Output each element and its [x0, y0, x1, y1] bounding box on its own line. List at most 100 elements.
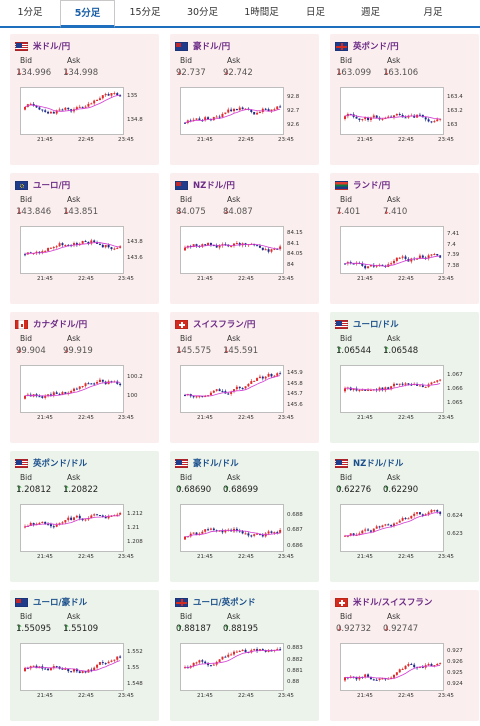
x-tick-label: 21:45 — [37, 137, 53, 143]
candle-body — [93, 100, 96, 104]
x-tick-label: 23:45 — [438, 554, 454, 560]
x-tick-label: 23:45 — [118, 693, 134, 699]
y-tick-label: 0.927 — [447, 648, 463, 655]
pair-name[interactable]: 豪ドル/ドル — [193, 459, 239, 469]
y-tick-label: 134.8 — [127, 117, 143, 123]
pair-name[interactable]: 米ドル/スイスフラン — [353, 598, 433, 608]
candle-body — [395, 257, 398, 261]
candlestick-chart[interactable]: 92.8 92.7 92.6 21:45 22:45 23:45 — [178, 85, 306, 151]
up-arrow-icon: ↑ — [336, 485, 344, 495]
moving-average-line — [184, 375, 281, 397]
pair-name[interactable]: ユーロ/英ポンド — [193, 598, 256, 608]
chart-plot-area — [20, 365, 124, 413]
pair-name[interactable]: ユーロ/ドル — [353, 320, 399, 330]
card-header: カナダドル/円 — [15, 318, 87, 330]
candle-body — [64, 668, 67, 670]
x-tick-label: 23:45 — [118, 276, 134, 282]
candlestick-chart[interactable]: 1.212 1.21 1.208 21:45 22:45 23:45 — [18, 502, 146, 568]
candle-body — [352, 388, 355, 391]
pair-name[interactable]: NZドル/ドル — [353, 459, 404, 469]
candlestick-chart[interactable]: 0.883 0.882 0.881 0.88 21:45 22:45 23:45 — [178, 641, 306, 707]
rate-card[interactable]: ランド/円 Bid Ask ↓ 7.401 ↓ 7.410 7.41 7.4 7.39 7.38 21… — [330, 173, 479, 304]
candle-body — [41, 251, 44, 253]
tab-6[interactable]: 週足 — [360, 7, 380, 18]
candlestick-chart[interactable]: 0.688 0.687 0.686 21:45 22:45 23:45 — [178, 502, 306, 568]
rate-card[interactable]: 英ポンド/ドル Bid Ask ↑ 1.20812 ↑ 1.20822 1.212 1.21 1.… — [10, 451, 159, 582]
candle-body — [110, 247, 113, 249]
candle-body — [404, 256, 407, 259]
chart-svg — [184, 241, 282, 254]
candle-body — [390, 116, 393, 118]
pair-name[interactable]: NZドル/円 — [193, 181, 235, 191]
candle-body — [98, 379, 101, 383]
candle-body — [184, 247, 186, 251]
candle-body — [279, 649, 282, 651]
candlestick-chart[interactable]: 7.41 7.4 7.39 7.38 21:45 22:45 23:45 — [338, 224, 466, 290]
candlestick-chart[interactable]: 1.552 1.55 1.548 21:45 22:45 23:45 — [18, 641, 146, 707]
bid-price: 0.68690 — [176, 485, 212, 495]
tab-3[interactable]: 30分足 — [186, 7, 219, 18]
tab-0[interactable]: 1分足 — [17, 7, 43, 18]
tab-7[interactable]: 月足 — [423, 7, 443, 18]
rate-card[interactable]: ユーロ/英ポンド Bid Ask ↑ 0.88187 ↑ 0.88195 0.883 0.882… — [170, 590, 319, 721]
candle-body — [184, 122, 186, 124]
y-tick-label: 84.1 — [287, 240, 300, 247]
rate-card[interactable]: NZドル/ドル Bid Ask ↑ 0.62276 ↑ 0.62290 0.624 0.623 2… — [330, 451, 479, 582]
tab-4[interactable]: 1時間足 — [244, 7, 279, 18]
candlestick-chart[interactable]: 1.067 1.066 1.065 21:45 22:45 23:45 — [338, 363, 466, 429]
candle-body — [207, 242, 210, 246]
down-arrow-icon: ↓ — [63, 207, 71, 217]
y-tick-label: 0.688 — [287, 511, 303, 518]
candle-body — [375, 526, 378, 529]
y-tick-label: 143.6 — [127, 255, 143, 262]
candle-body — [427, 255, 430, 259]
pair-name[interactable]: ユーロ/豪ドル — [33, 598, 88, 608]
chart-svg — [184, 104, 282, 125]
rate-card[interactable]: ユーロ/円 Bid Ask ↓ 143.846 ↓ 143.851 143.8 143.6 21:… — [10, 173, 159, 304]
timeframe-tabs: 1分足 5分足 15分足 30分足 1時間足 日足 週足 月足 — [0, 0, 480, 28]
pair-name[interactable]: 豪ドル/円 — [193, 42, 231, 52]
pair-name[interactable]: 英ポンド/ドル — [33, 459, 88, 469]
candlestick-chart[interactable]: 84.15 84.1 84.05 84 21:45 22:45 23:45 — [178, 224, 306, 290]
tab-2[interactable]: 15分足 — [129, 7, 161, 18]
pair-name[interactable]: ユーロ/円 — [33, 181, 71, 191]
pair-name[interactable]: スイスフラン/円 — [193, 320, 256, 330]
tab-5[interactable]: 日足 — [305, 7, 325, 18]
candlestick-chart[interactable]: 145.9 145.8 145.7 145.6 21:45 22:45 23:45 — [178, 363, 306, 429]
rate-card[interactable]: スイスフラン/円 Bid Ask ↓ 145.575 ↓ 145.591 145.9 145.8… — [170, 312, 319, 443]
tab-1[interactable]: 5分足 — [60, 0, 115, 28]
candlestick-chart[interactable]: 0.927 0.926 0.925 0.924 21:45 22:45 23:45 — [338, 641, 466, 707]
candle-body — [361, 530, 364, 534]
rate-card[interactable]: 米ドル/スイスフラン Bid Ask ↓ 0.92732 ↓ 0.92747 0.927 0.9… — [330, 590, 479, 721]
candle-body — [430, 121, 433, 123]
candle-body — [267, 650, 270, 652]
candle-body — [204, 244, 207, 246]
candlestick-chart[interactable]: 100.2 100 21:45 22:45 23:45 — [18, 363, 146, 429]
candle-body — [64, 392, 67, 394]
pair-name[interactable]: カナダドル/円 — [33, 320, 88, 330]
rate-card[interactable]: 豪ドル/円 Bid Ask ↓ 92.737 ↓ 92.742 92.8 92.7 92.6 21:… — [170, 34, 319, 165]
candlestick-chart[interactable]: 143.8 143.6 21:45 22:45 23:45 — [18, 224, 146, 290]
candle-body — [47, 111, 50, 114]
candle-body — [256, 533, 259, 535]
rate-card[interactable]: NZドル/円 Bid Ask ↓ 84.075 ↓ 84.087 84.15 84.1 84.05… — [170, 173, 319, 304]
pair-name[interactable]: ランド/円 — [353, 181, 391, 191]
candle-body — [398, 257, 401, 259]
x-tick-label: 21:45 — [37, 415, 53, 421]
candlestick-chart[interactable]: 163.4 163.2 163 21:45 22:45 23:45 — [338, 85, 466, 151]
rate-card[interactable]: 米ドル/円 Bid Ask ↓ 134.996 ↓ 134.998 135 134.8 21:45… — [10, 34, 159, 165]
candle-body — [221, 656, 224, 660]
rate-card[interactable]: 豪ドル/ドル Bid Ask ↑ 0.68690 ↑ 0.68699 0.688 0.687 0.… — [170, 451, 319, 582]
rate-card[interactable]: カナダドル/円 Bid Ask ↓ 99.904 ↓ 99.919 100.2 100 21:45… — [10, 312, 159, 443]
rate-card[interactable]: 英ポンド/円 Bid Ask ↓ 163.099 ↓ 163.106 163.4 163.2 16… — [330, 34, 479, 165]
ask-price: 84.087 — [223, 207, 253, 217]
candlestick-chart[interactable]: 135 134.8 21:45 22:45 23:45 — [18, 85, 146, 151]
rate-card[interactable]: ユーロ/ドル Bid Ask ↑ 1.06544 ↑ 1.06548 1.067 1.066 1.… — [330, 312, 479, 443]
candle-body — [364, 529, 367, 531]
candlestick-chart[interactable]: 0.624 0.623 21:45 22:45 23:45 — [338, 502, 466, 568]
candle-body — [421, 255, 424, 258]
pair-name[interactable]: 米ドル/円 — [33, 42, 71, 52]
rate-card[interactable]: ユーロ/豪ドル Bid Ask ↑ 1.55095 ↑ 1.55109 1.552 1.55 1.… — [10, 590, 159, 721]
x-tick-label: 21:45 — [197, 415, 213, 421]
pair-name[interactable]: 英ポンド/円 — [353, 42, 399, 52]
